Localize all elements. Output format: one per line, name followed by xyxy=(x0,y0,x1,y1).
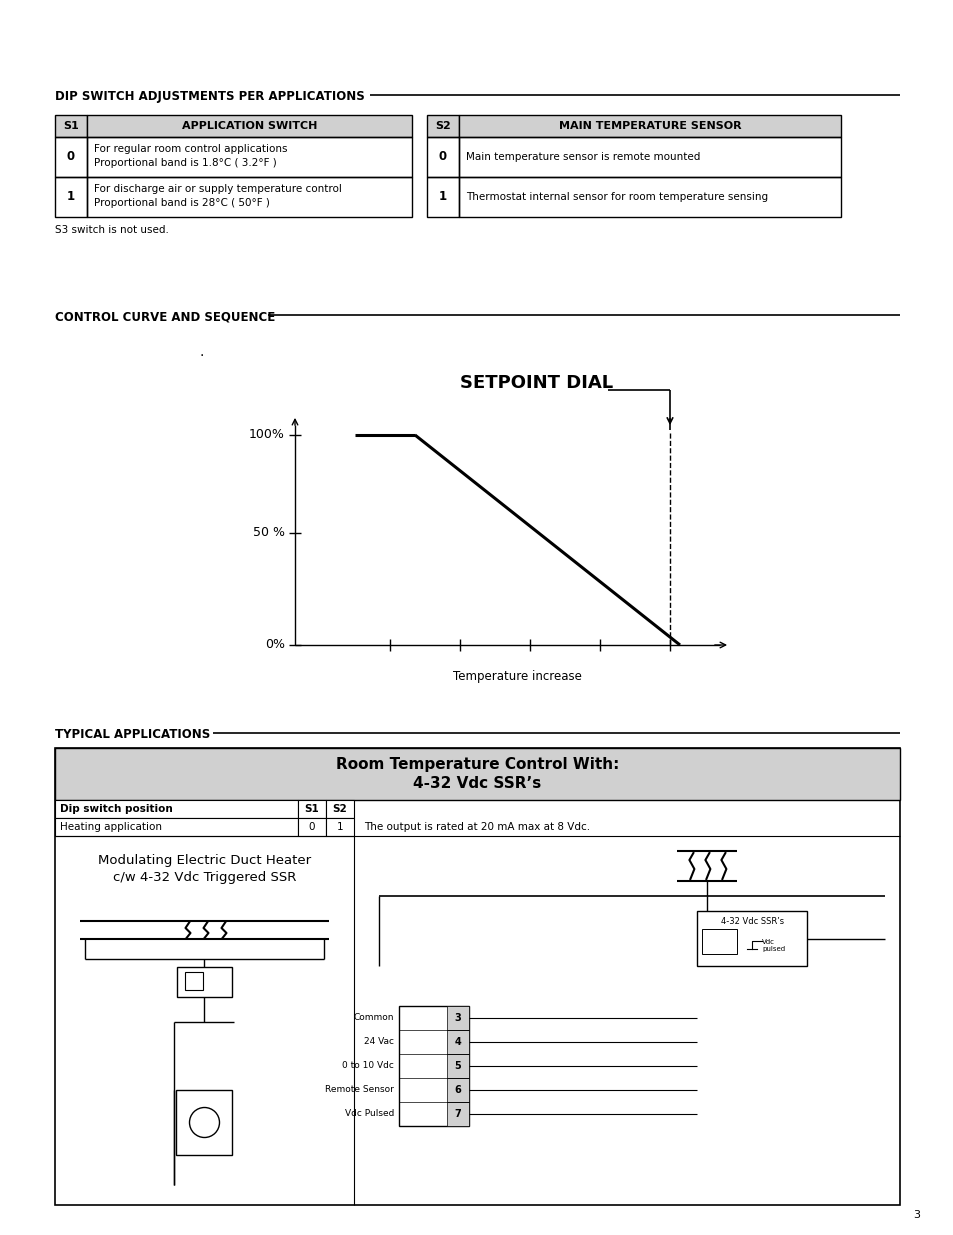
Bar xyxy=(447,1102,469,1126)
Text: 0: 0 xyxy=(309,823,314,832)
Text: The output is rated at 20 mA max at 8 Vdc.: The output is rated at 20 mA max at 8 Vd… xyxy=(364,823,590,832)
Bar xyxy=(447,1053,469,1078)
Bar xyxy=(398,1007,469,1126)
Text: 4: 4 xyxy=(455,1037,461,1047)
Bar xyxy=(87,177,412,217)
Text: 0: 0 xyxy=(67,151,75,163)
Text: S3 switch is not used.: S3 switch is not used. xyxy=(55,225,169,235)
Bar xyxy=(55,748,899,1205)
Bar xyxy=(447,1007,469,1030)
Bar xyxy=(458,137,841,177)
Bar xyxy=(447,1030,469,1053)
Text: 6: 6 xyxy=(455,1086,461,1095)
Text: For discharge air or supply temperature control
Proportional band is 28°C ( 50°F: For discharge air or supply temperature … xyxy=(94,184,341,207)
Text: Thermostat internal sensor for room temperature sensing: Thermostat internal sensor for room temp… xyxy=(465,191,767,203)
Text: 1: 1 xyxy=(438,190,447,204)
Text: Room Temperature Control With:: Room Temperature Control With: xyxy=(335,757,618,772)
Text: MAIN TEMPERATURE SENSOR: MAIN TEMPERATURE SENSOR xyxy=(558,121,740,131)
Bar xyxy=(87,137,412,177)
Text: 1: 1 xyxy=(67,190,75,204)
Text: 7: 7 xyxy=(455,1109,461,1119)
Bar xyxy=(326,800,354,818)
Bar xyxy=(177,967,232,997)
Bar xyxy=(55,177,87,217)
Bar xyxy=(176,1091,233,1155)
Text: 0 to 10 Vdc: 0 to 10 Vdc xyxy=(342,1062,394,1071)
Text: 3: 3 xyxy=(912,1210,919,1220)
Text: Main temperature sensor is remote mounted: Main temperature sensor is remote mounte… xyxy=(465,152,700,162)
Text: Remote Sensor: Remote Sensor xyxy=(325,1086,394,1094)
Text: c/w 4-32 Vdc Triggered SSR: c/w 4-32 Vdc Triggered SSR xyxy=(112,871,295,884)
Text: APPLICATION SWITCH: APPLICATION SWITCH xyxy=(182,121,316,131)
Bar xyxy=(55,748,899,800)
Bar xyxy=(55,137,87,177)
Text: S2: S2 xyxy=(333,804,347,814)
Text: 1: 1 xyxy=(336,823,343,832)
Bar xyxy=(427,137,458,177)
Text: Vdc Pulsed: Vdc Pulsed xyxy=(344,1109,394,1119)
Bar xyxy=(447,1078,469,1102)
Text: .: . xyxy=(200,345,204,359)
Text: 3: 3 xyxy=(455,1013,461,1023)
Bar xyxy=(297,818,326,836)
Bar xyxy=(185,972,203,990)
Bar xyxy=(326,818,354,836)
Text: 100%: 100% xyxy=(249,429,285,441)
Bar xyxy=(427,177,458,217)
Text: 4-32 Vdc SSR’s: 4-32 Vdc SSR’s xyxy=(720,918,783,926)
Text: SETPOINT DIAL: SETPOINT DIAL xyxy=(459,374,613,391)
Text: 4-32 Vdc SSR’s: 4-32 Vdc SSR’s xyxy=(413,777,541,792)
Bar xyxy=(55,115,87,137)
Text: Common: Common xyxy=(354,1014,394,1023)
Bar xyxy=(297,800,326,818)
Bar xyxy=(427,115,458,137)
Text: For regular room control applications
Proportional band is 1.8°C ( 3.2°F ): For regular room control applications Pr… xyxy=(94,144,287,168)
Bar xyxy=(697,911,806,966)
Text: CONTROL CURVE AND SEQUENCE: CONTROL CURVE AND SEQUENCE xyxy=(55,310,275,324)
Bar xyxy=(458,115,841,137)
Text: Heating application: Heating application xyxy=(60,823,162,832)
Text: Modulating Electric Duct Heater: Modulating Electric Duct Heater xyxy=(98,853,311,867)
Text: 0%: 0% xyxy=(265,638,285,652)
Bar xyxy=(458,177,841,217)
Text: 0: 0 xyxy=(438,151,447,163)
Text: 50 %: 50 % xyxy=(253,526,285,538)
Text: S2: S2 xyxy=(435,121,451,131)
Text: DIP SWITCH ADJUSTMENTS PER APPLICATIONS: DIP SWITCH ADJUSTMENTS PER APPLICATIONS xyxy=(55,90,364,103)
Text: 24 Vac: 24 Vac xyxy=(364,1037,394,1046)
Bar xyxy=(55,818,297,836)
Text: Vdc
pulsed: Vdc pulsed xyxy=(761,939,784,952)
Bar xyxy=(701,929,737,953)
Text: S1: S1 xyxy=(304,804,319,814)
Bar xyxy=(55,800,297,818)
Text: S1: S1 xyxy=(63,121,79,131)
Text: Temperature increase: Temperature increase xyxy=(453,671,581,683)
Text: Dip switch position: Dip switch position xyxy=(60,804,172,814)
Bar xyxy=(87,115,412,137)
Text: TYPICAL APPLICATIONS: TYPICAL APPLICATIONS xyxy=(55,727,210,741)
Text: 5: 5 xyxy=(455,1061,461,1071)
